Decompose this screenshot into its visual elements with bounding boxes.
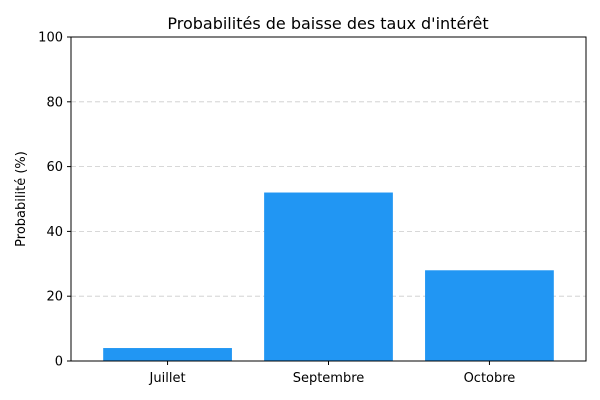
bars	[103, 192, 554, 361]
bar-octobre	[425, 270, 554, 361]
y-axis-label: Probabilité (%)	[14, 151, 29, 247]
x-tick-label-septembre: Septembre	[293, 371, 365, 386]
bar-septembre	[264, 192, 393, 361]
y-tick-label-80: 80	[46, 95, 63, 110]
x-tick-label-octobre: Octobre	[464, 371, 516, 386]
x-axis-ticks: Juillet Septembre Octobre	[149, 361, 516, 386]
bar-juillet	[103, 348, 232, 361]
y-tick-label-100: 100	[38, 31, 63, 46]
y-tick-label-60: 60	[46, 160, 63, 175]
x-tick-label-juillet: Juillet	[149, 371, 186, 386]
chart-title: Probabilités de baisse des taux d'intérê…	[167, 14, 488, 33]
plot-frame	[70, 36, 587, 362]
y-tick-label-20: 20	[46, 290, 63, 305]
y-axis-ticks: 0 20 40 60 80 100	[38, 31, 71, 370]
y-tick-label-40: 40	[46, 225, 63, 240]
y-tick-label-0: 0	[55, 355, 63, 370]
